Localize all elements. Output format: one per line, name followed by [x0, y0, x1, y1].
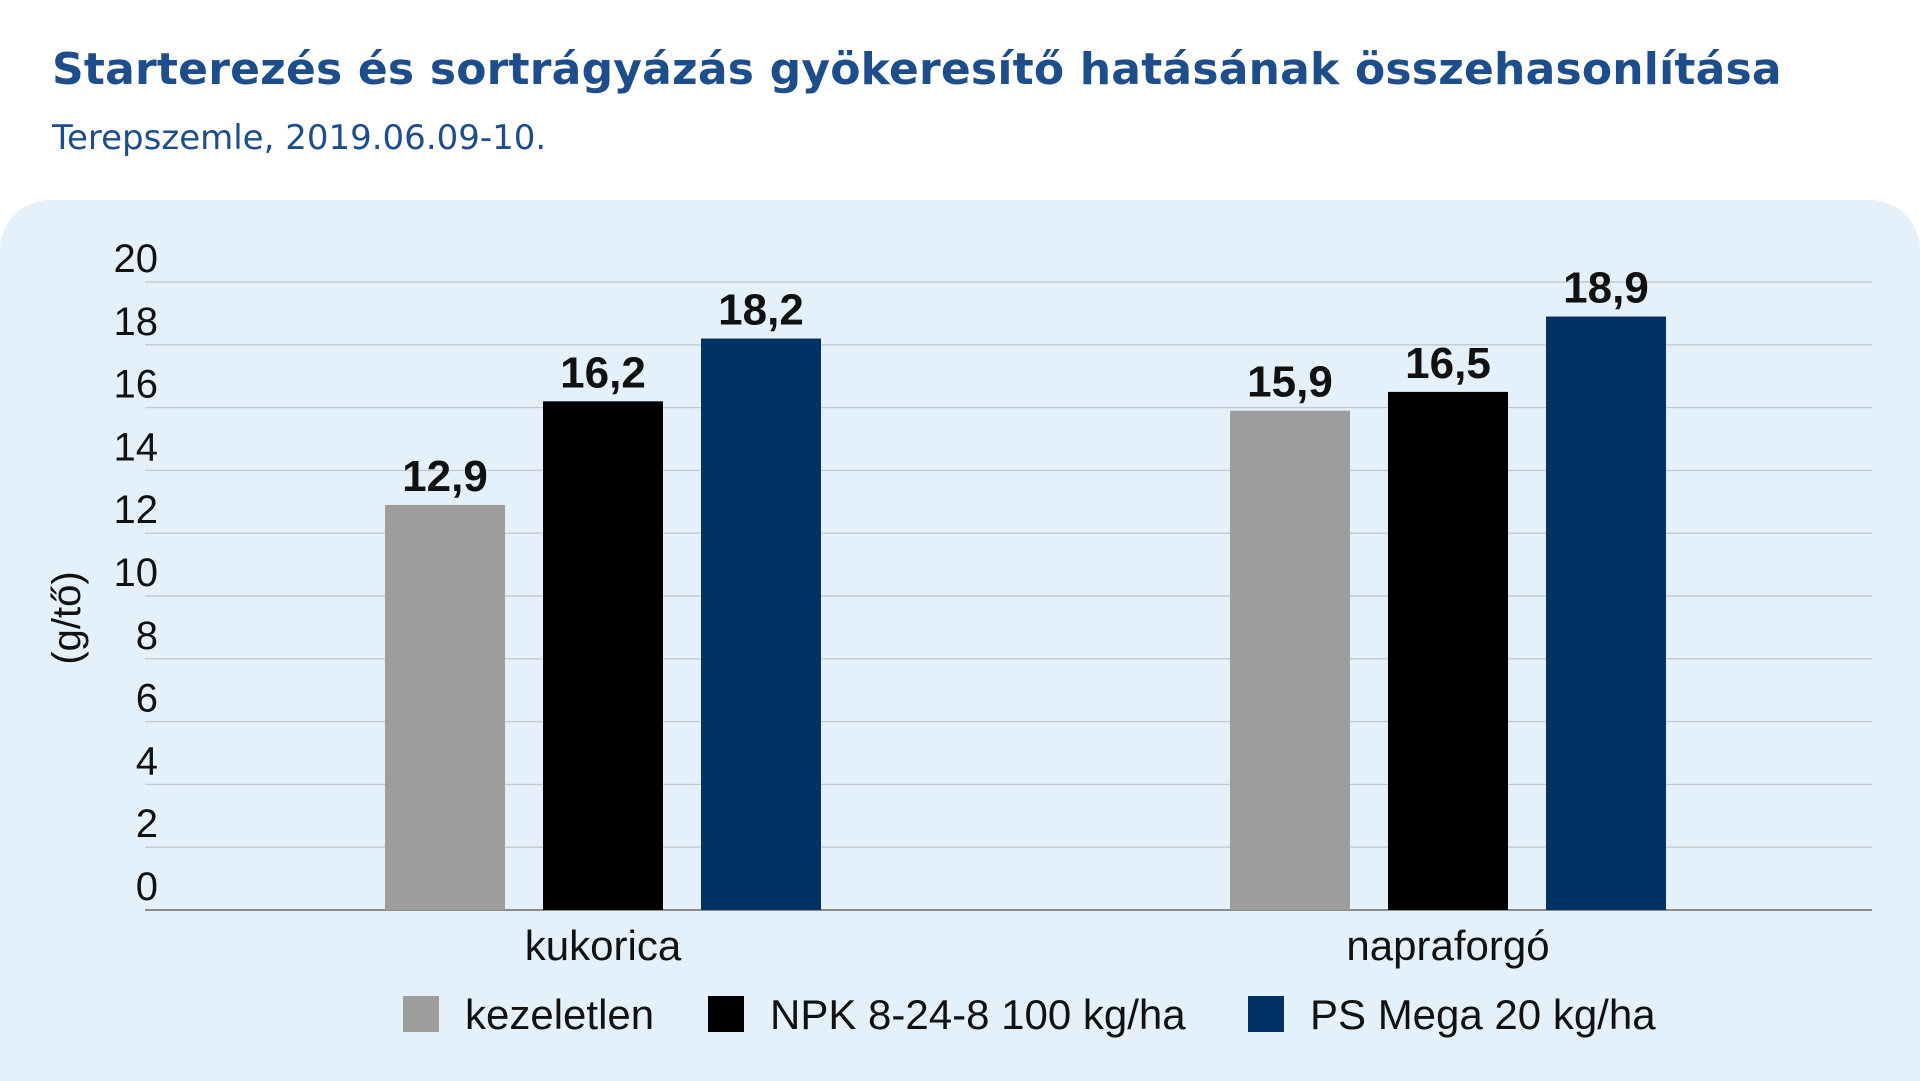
bar [1230, 410, 1350, 910]
bar-value-label: 18,2 [718, 286, 804, 335]
legend-label: kezeletlen [465, 991, 654, 1038]
y-tick-label: 12 [114, 488, 159, 532]
bar-value-label: 16,5 [1405, 339, 1491, 388]
y-tick-label: 8 [136, 614, 158, 658]
y-tick-label: 2 [136, 802, 158, 846]
y-tick-label: 14 [114, 425, 159, 469]
legend-swatch [708, 996, 744, 1032]
legend-label: NPK 8-24-8 100 kg/ha [770, 991, 1186, 1038]
legend-swatch [1248, 996, 1284, 1032]
y-tick-label: 16 [114, 363, 159, 407]
y-tick-label: 18 [114, 300, 159, 344]
legend-swatch [403, 996, 439, 1032]
bar [701, 338, 821, 910]
bar [385, 504, 505, 910]
y-tick-label: 0 [136, 865, 158, 909]
bar [1546, 316, 1666, 910]
bar [543, 401, 663, 910]
y-tick-label: 6 [136, 677, 158, 721]
data-labels: 12,9 16,2 18,2 15,9 16,5 18,9 [402, 264, 1649, 501]
bar-value-label: 18,9 [1563, 264, 1649, 313]
y-tick-label: 20 [114, 237, 159, 281]
legend: kezeletlen NPK 8-24-8 100 kg/ha PS Mega 20… [403, 991, 1656, 1038]
bar-value-label: 16,2 [560, 348, 646, 397]
y-tick-label: 10 [114, 551, 159, 595]
bar-value-label: 12,9 [402, 452, 488, 501]
y-axis-label: (g/tő) [45, 571, 89, 664]
bar-value-label: 15,9 [1247, 358, 1333, 407]
y-axis-ticks: 0 2 4 6 8 10 12 14 16 18 20 [114, 237, 159, 909]
bar [1388, 391, 1508, 910]
chart-subtitle: Terepszemle, 2019.06.09-10. [52, 118, 547, 158]
chart-title: Starterezés és sortrágyázás gyökeresítő … [52, 44, 1782, 95]
x-category-label: kukorica [525, 922, 682, 969]
bars [385, 316, 1666, 910]
x-axis-categories: kukorica napraforgó [525, 922, 1550, 969]
y-tick-label: 4 [136, 739, 158, 783]
x-category-label: napraforgó [1346, 922, 1549, 969]
legend-label: PS Mega 20 kg/ha [1310, 991, 1656, 1038]
